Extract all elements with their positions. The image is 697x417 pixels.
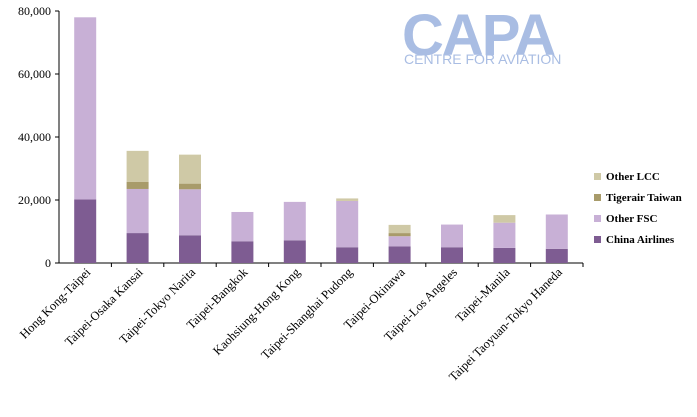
bar-segment: [336, 198, 359, 201]
legend-swatch: [594, 215, 601, 222]
bar-segment: [231, 211, 254, 242]
bar-segment: [231, 241, 254, 263]
bar-segment: [283, 201, 306, 241]
legend-swatch: [594, 194, 601, 201]
bar-segment: [179, 154, 201, 184]
logo-subtext: CENTRE FOR AVIATION: [404, 51, 561, 67]
category-label: Taipei-Shanghai Pudong: [258, 265, 355, 362]
bar-segment: [126, 188, 149, 234]
bar-segment: [493, 247, 516, 263]
logo-text: CAPA: [402, 3, 555, 68]
bar-segment: [336, 247, 359, 263]
y-tick-label: 0: [45, 256, 51, 270]
bar-segment: [74, 17, 97, 200]
bars: [74, 17, 584, 267]
bar-segment: [126, 150, 149, 182]
bar-segment: [388, 246, 411, 263]
y-tick-label: 40,000: [18, 130, 51, 144]
bar-segment: [441, 247, 463, 263]
bar-segment: [545, 248, 568, 263]
legend: Other LCC Tigerair Taiwan Other FSC China A…: [594, 171, 682, 246]
legend-label: Tigerair Taiwan: [606, 192, 682, 204]
bar-segment: [388, 224, 411, 234]
y-tick-label: 20,000: [18, 193, 51, 207]
bar-segment: [74, 199, 97, 263]
legend-label: Other LCC: [606, 171, 660, 183]
capa-logo: CAPA CENTRE FOR AVIATION: [402, 3, 561, 68]
legend-swatch: [594, 236, 601, 243]
bar-segment: [283, 240, 306, 263]
legend-label: China Airlines: [606, 234, 675, 246]
y-tick-label: 60,000: [18, 67, 51, 81]
bar-segment: [493, 215, 516, 223]
bar-segment: [441, 224, 463, 248]
bar-segment: [545, 214, 568, 249]
bar-segment: [179, 183, 201, 190]
y-tick-label: 80,000: [18, 4, 51, 18]
bar-segment: [126, 181, 149, 189]
legend-swatch: [594, 173, 601, 180]
bar-segment: [126, 233, 149, 263]
legend-label: Other FSC: [606, 213, 657, 225]
bar-segment: [388, 236, 411, 247]
bar-segment: [493, 222, 516, 248]
bar-segment: [388, 233, 411, 237]
bar-segment: [179, 189, 201, 236]
bar-segment: [336, 200, 359, 248]
category-label: Taipei Taoyuan-Tokyo Haneda: [446, 265, 565, 384]
bar-segment: [179, 235, 201, 263]
category-label: Kaohsiung-Hong Kong: [210, 265, 303, 358]
